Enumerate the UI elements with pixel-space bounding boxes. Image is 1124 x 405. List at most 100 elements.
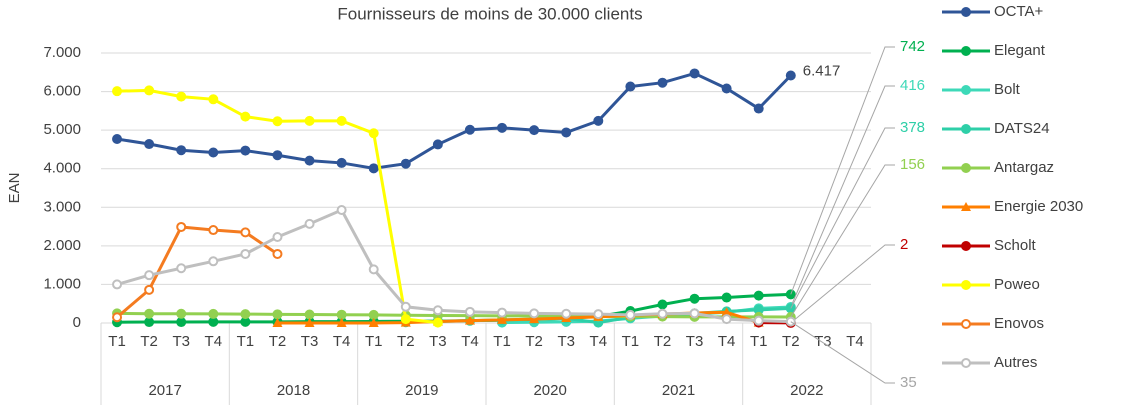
x-tick-label: T2 [269,333,287,350]
leader-line [790,321,895,384]
legend-label: Enovos [994,315,1044,332]
marker [272,231,283,242]
marker [272,318,283,327]
x-tick-label: T2 [654,333,672,350]
marker [657,77,668,88]
marker [144,139,155,150]
marker [464,315,475,325]
y-tick-label: 7.000 [43,44,81,61]
legend-marker [961,7,971,17]
legend-label: Elegant [994,42,1046,59]
x-tick-label: T3 [814,333,832,350]
marker [753,290,764,301]
legend-marker [961,358,971,368]
x-tick-label: T4 [846,333,864,350]
marker [529,125,540,136]
legend-marker [961,85,971,95]
x-tick-label: T4 [333,333,351,350]
marker [304,155,315,166]
x-tick-label: T2 [140,333,158,350]
leader-line [790,244,895,324]
legend-label: Energie 2030 [994,198,1083,215]
marker [400,314,411,325]
marker [432,317,443,328]
marker [272,248,283,259]
x-tick-label: T2 [782,333,800,350]
legend-label: OCTA+ [994,3,1044,20]
marker [721,292,732,303]
y-tick-label: 3.000 [43,198,81,215]
data-label: 6.417 [803,62,841,79]
leader-line [790,46,895,295]
marker [689,293,700,304]
marker [176,317,187,328]
leader-line [790,164,895,318]
marker [529,314,540,324]
marker [304,318,315,327]
x-tick-label: T3 [557,333,575,350]
y-tick-label: 4.000 [43,160,81,177]
x-group-label: 2017 [148,382,181,399]
legend-label: Poweo [994,276,1040,293]
marker [240,248,251,259]
x-tick-label: T1 [750,333,768,350]
marker [657,299,668,310]
x-group-label: 2018 [277,382,310,399]
marker [561,308,572,319]
marker [144,308,155,319]
y-tick-label: 6.000 [43,83,81,100]
marker [144,270,155,281]
legend-marker [961,241,971,251]
x-tick-label: T3 [686,333,704,350]
legend-label: DATS24 [994,120,1050,137]
marker [721,314,732,325]
marker [144,284,155,295]
legend-marker [961,124,971,134]
leader-line [790,127,895,309]
marker [368,163,379,174]
marker [529,308,540,319]
marker [625,309,636,320]
marker [112,86,123,97]
x-tick-label: T2 [397,333,415,350]
marker [112,279,123,290]
marker [721,83,732,94]
marker [144,85,155,96]
x-tick-label: T1 [493,333,511,350]
marker [112,312,123,323]
marker [176,91,187,102]
marker [144,317,155,328]
marker [176,145,187,156]
marker [240,227,251,238]
marker [368,309,379,320]
marker [689,68,700,79]
marker [464,306,475,317]
series-line [116,225,279,319]
x-group-label: 2019 [405,382,438,399]
marker [304,309,315,320]
y-tick-label: 0 [73,314,81,331]
marker [368,264,379,275]
marker [240,111,251,122]
marker [336,309,347,320]
marker [240,309,251,320]
x-tick-label: T2 [525,333,543,350]
marker [625,81,636,92]
x-tick-label: T1 [237,333,255,350]
marker [336,157,347,168]
x-tick-label: T1 [622,333,640,350]
x-tick-label: T4 [718,333,736,350]
legend-marker [961,163,971,173]
marker [785,70,796,81]
marker [561,127,572,138]
marker [593,309,604,320]
y-tick-label: 5.000 [43,121,81,138]
legend-marker [961,280,971,290]
x-group-label: 2021 [662,382,695,399]
x-tick-label: T4 [461,333,479,350]
marker [432,139,443,150]
x-tick-label: T3 [172,333,190,350]
legend-marker [961,319,971,329]
marker [721,307,732,317]
